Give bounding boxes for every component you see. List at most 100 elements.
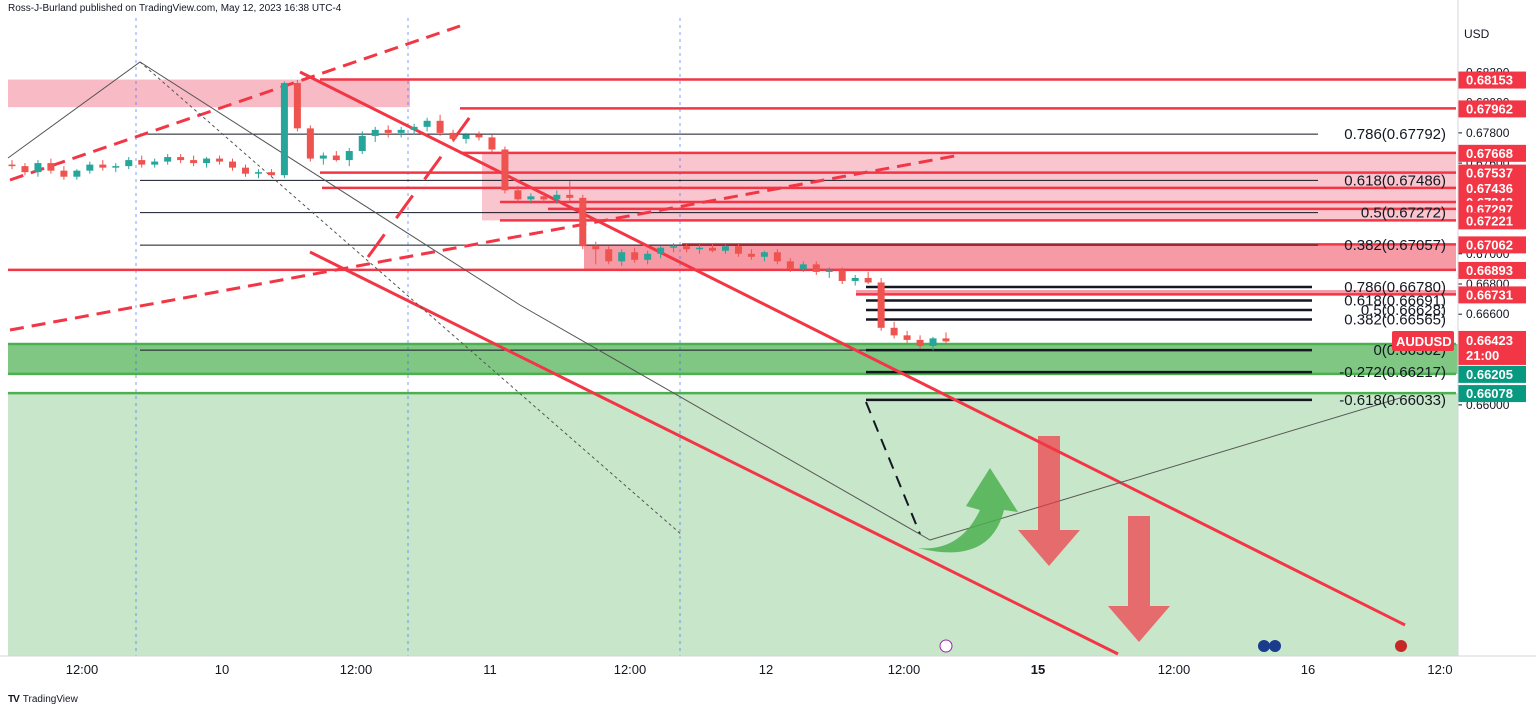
resistance-zone-mid	[482, 152, 1456, 221]
resistance-zone-low	[584, 244, 1456, 270]
candle-body	[890, 327, 898, 336]
price-badge-label: 0.67668	[1466, 146, 1513, 161]
price-badge-label: 0.67436	[1466, 181, 1513, 196]
candle-body	[410, 126, 418, 130]
candle-body	[709, 247, 716, 251]
candle-body	[151, 161, 159, 165]
candle-body	[242, 167, 249, 174]
drawings-layer	[7, 24, 1406, 656]
us-flag-event-icon[interactable]	[1395, 640, 1407, 652]
candle-body	[138, 160, 146, 165]
candle-body	[449, 132, 457, 139]
candle-body	[332, 155, 340, 161]
bullish-arrow	[918, 468, 1018, 553]
candle-body	[540, 196, 548, 200]
levels-layer	[8, 78, 1456, 402]
candle-body	[358, 135, 366, 152]
x-tick-label: 12:00	[340, 662, 373, 677]
current-price-label: 0.66423	[1466, 333, 1513, 348]
candle-body	[319, 155, 327, 159]
candle-body	[371, 129, 379, 136]
candle-body	[838, 270, 846, 281]
currency-label: USD	[1464, 27, 1490, 41]
fib-upper-label: 0.382(0.67057)	[1344, 237, 1446, 254]
candle-body	[254, 172, 262, 174]
x-tick-label: 12:0	[1427, 662, 1452, 677]
bearish-arrow-2	[1108, 516, 1170, 642]
support-zone-main	[8, 343, 1458, 374]
candle-body	[644, 253, 652, 260]
fib-lower-label: -0.618(0.66033)	[1339, 392, 1446, 409]
candle-body	[670, 246, 678, 248]
price-badge	[1458, 365, 1526, 383]
price-badge-label: 0.67537	[1466, 166, 1513, 181]
candle-body	[280, 83, 288, 176]
publisher-header: Ross-J-Burland published on TradingView.…	[8, 3, 342, 14]
candle-body	[73, 170, 81, 177]
candle-body	[86, 164, 94, 171]
candle-body	[501, 149, 509, 191]
candle-body	[760, 252, 768, 257]
symbol-badge	[1392, 330, 1454, 351]
candle-body	[527, 196, 535, 200]
candle-body	[514, 190, 522, 200]
candle-body	[618, 252, 626, 262]
candle-body	[579, 197, 587, 247]
tradingview-logo-icon: TV	[8, 694, 20, 705]
candle-body	[566, 194, 574, 198]
price-badge	[1458, 164, 1526, 182]
dashed-swing	[366, 109, 477, 258]
x-tick-label: 12:00	[888, 662, 921, 677]
dashed-rising-upper	[9, 24, 461, 182]
candle-body	[929, 338, 937, 346]
candle-body	[605, 249, 613, 262]
candle-body	[631, 252, 639, 260]
au-flag-event-icon-2[interactable]	[1269, 640, 1281, 652]
resistance-zone-small	[856, 290, 1456, 295]
time-axis: 12:00 10 12:00 11 12:00 12 12:00 15 12:00 16 12:0	[66, 662, 1453, 677]
candle-body	[877, 282, 885, 328]
candle-body	[825, 270, 833, 272]
fib-lower-label: 0.618(0.66691)	[1344, 292, 1446, 309]
candle-body	[786, 261, 794, 269]
candle-body	[903, 335, 911, 340]
fib-upper-label: 0.786(0.67792)	[1344, 126, 1446, 143]
candle-body	[916, 339, 924, 346]
price-badge-label: 0.66893	[1466, 263, 1513, 278]
candle-body	[488, 137, 496, 150]
x-tick-label: 12:00	[1158, 662, 1191, 677]
dashed-drop	[865, 401, 921, 535]
candle-body	[99, 164, 107, 168]
x-tick-label: 16	[1301, 662, 1315, 677]
candle-body	[423, 120, 431, 127]
current-price-badge	[1458, 330, 1526, 365]
fib-labels-layer: 0.786(0.67792) 0.618(0.67486) 0.5(0.67272)…	[1339, 126, 1446, 409]
candle-body	[747, 253, 755, 257]
channel-upper-line	[299, 70, 1406, 627]
candle-body	[553, 194, 561, 200]
x-tick-label: 12:00	[614, 662, 647, 677]
candle-body	[60, 170, 68, 177]
candle-body	[436, 120, 444, 133]
price-badge	[1458, 385, 1526, 403]
tradingview-label: TradingView	[22, 694, 78, 705]
au-flag-event-icon[interactable]	[1258, 640, 1270, 652]
candle-body	[8, 164, 16, 167]
fib-upper-label: 0.618(0.67486)	[1344, 172, 1446, 189]
price-badge	[1458, 71, 1526, 89]
candles-layer	[8, 80, 950, 351]
candle-body	[190, 160, 198, 164]
fib-lower-label: -0.272(0.66217)	[1339, 364, 1446, 381]
y-tick-label: 0.67800	[1466, 126, 1510, 140]
price-badge-label: 0.66731	[1466, 287, 1513, 302]
lightning-event-icon[interactable]	[939, 639, 953, 653]
candle-body	[851, 277, 859, 281]
bearish-arrow-1	[1018, 436, 1080, 566]
candle-body	[306, 128, 314, 159]
candle-body	[164, 157, 172, 162]
candle-body	[942, 338, 950, 342]
candle-body	[657, 247, 665, 254]
candle-body	[267, 172, 275, 176]
support-zone-low	[8, 393, 1458, 656]
